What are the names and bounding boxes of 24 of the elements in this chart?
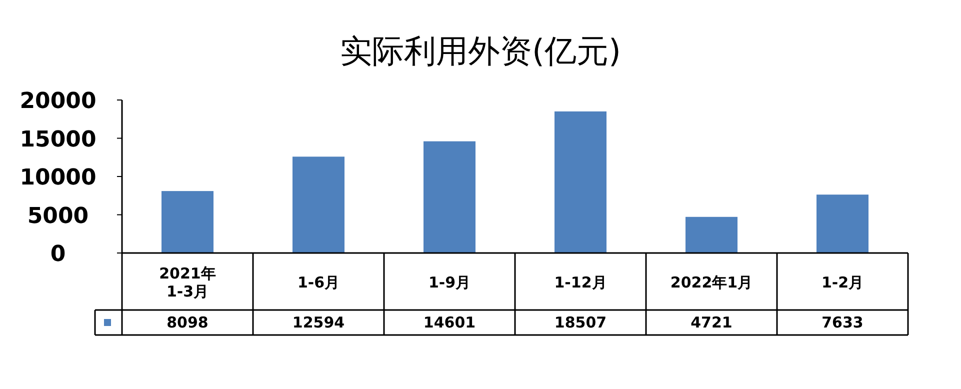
- x-tick-label: 2021年 1-3月: [159, 264, 216, 300]
- x-tick-label: 1-12月: [554, 274, 607, 292]
- bar: [554, 111, 606, 253]
- bar: [686, 216, 738, 253]
- y-tick-label: 10000: [20, 166, 96, 190]
- y-tick-label: 15000: [20, 127, 96, 152]
- chart-title: 实际利用外资(亿元): [340, 32, 621, 70]
- data-label: 18507: [554, 314, 607, 332]
- data-label: 8098: [166, 314, 208, 332]
- y-tick-label: 5000: [27, 204, 89, 229]
- y-tick-label: 20000: [20, 89, 96, 114]
- bar: [424, 141, 476, 253]
- bar: [292, 156, 344, 253]
- bar: [162, 191, 214, 253]
- data-label: 12594: [292, 314, 345, 332]
- x-tick-label: 1-9月: [428, 274, 471, 292]
- bar: [816, 194, 868, 253]
- x-tick-label: 2022年1月: [670, 274, 753, 292]
- data-label: 7633: [822, 314, 864, 332]
- data-label: 14601: [423, 314, 476, 332]
- x-tick-label: 1-2月: [821, 274, 864, 292]
- y-tick-label: 0: [50, 242, 66, 267]
- x-tick-label: 1-6月: [297, 274, 340, 292]
- data-label: 4721: [690, 314, 732, 332]
